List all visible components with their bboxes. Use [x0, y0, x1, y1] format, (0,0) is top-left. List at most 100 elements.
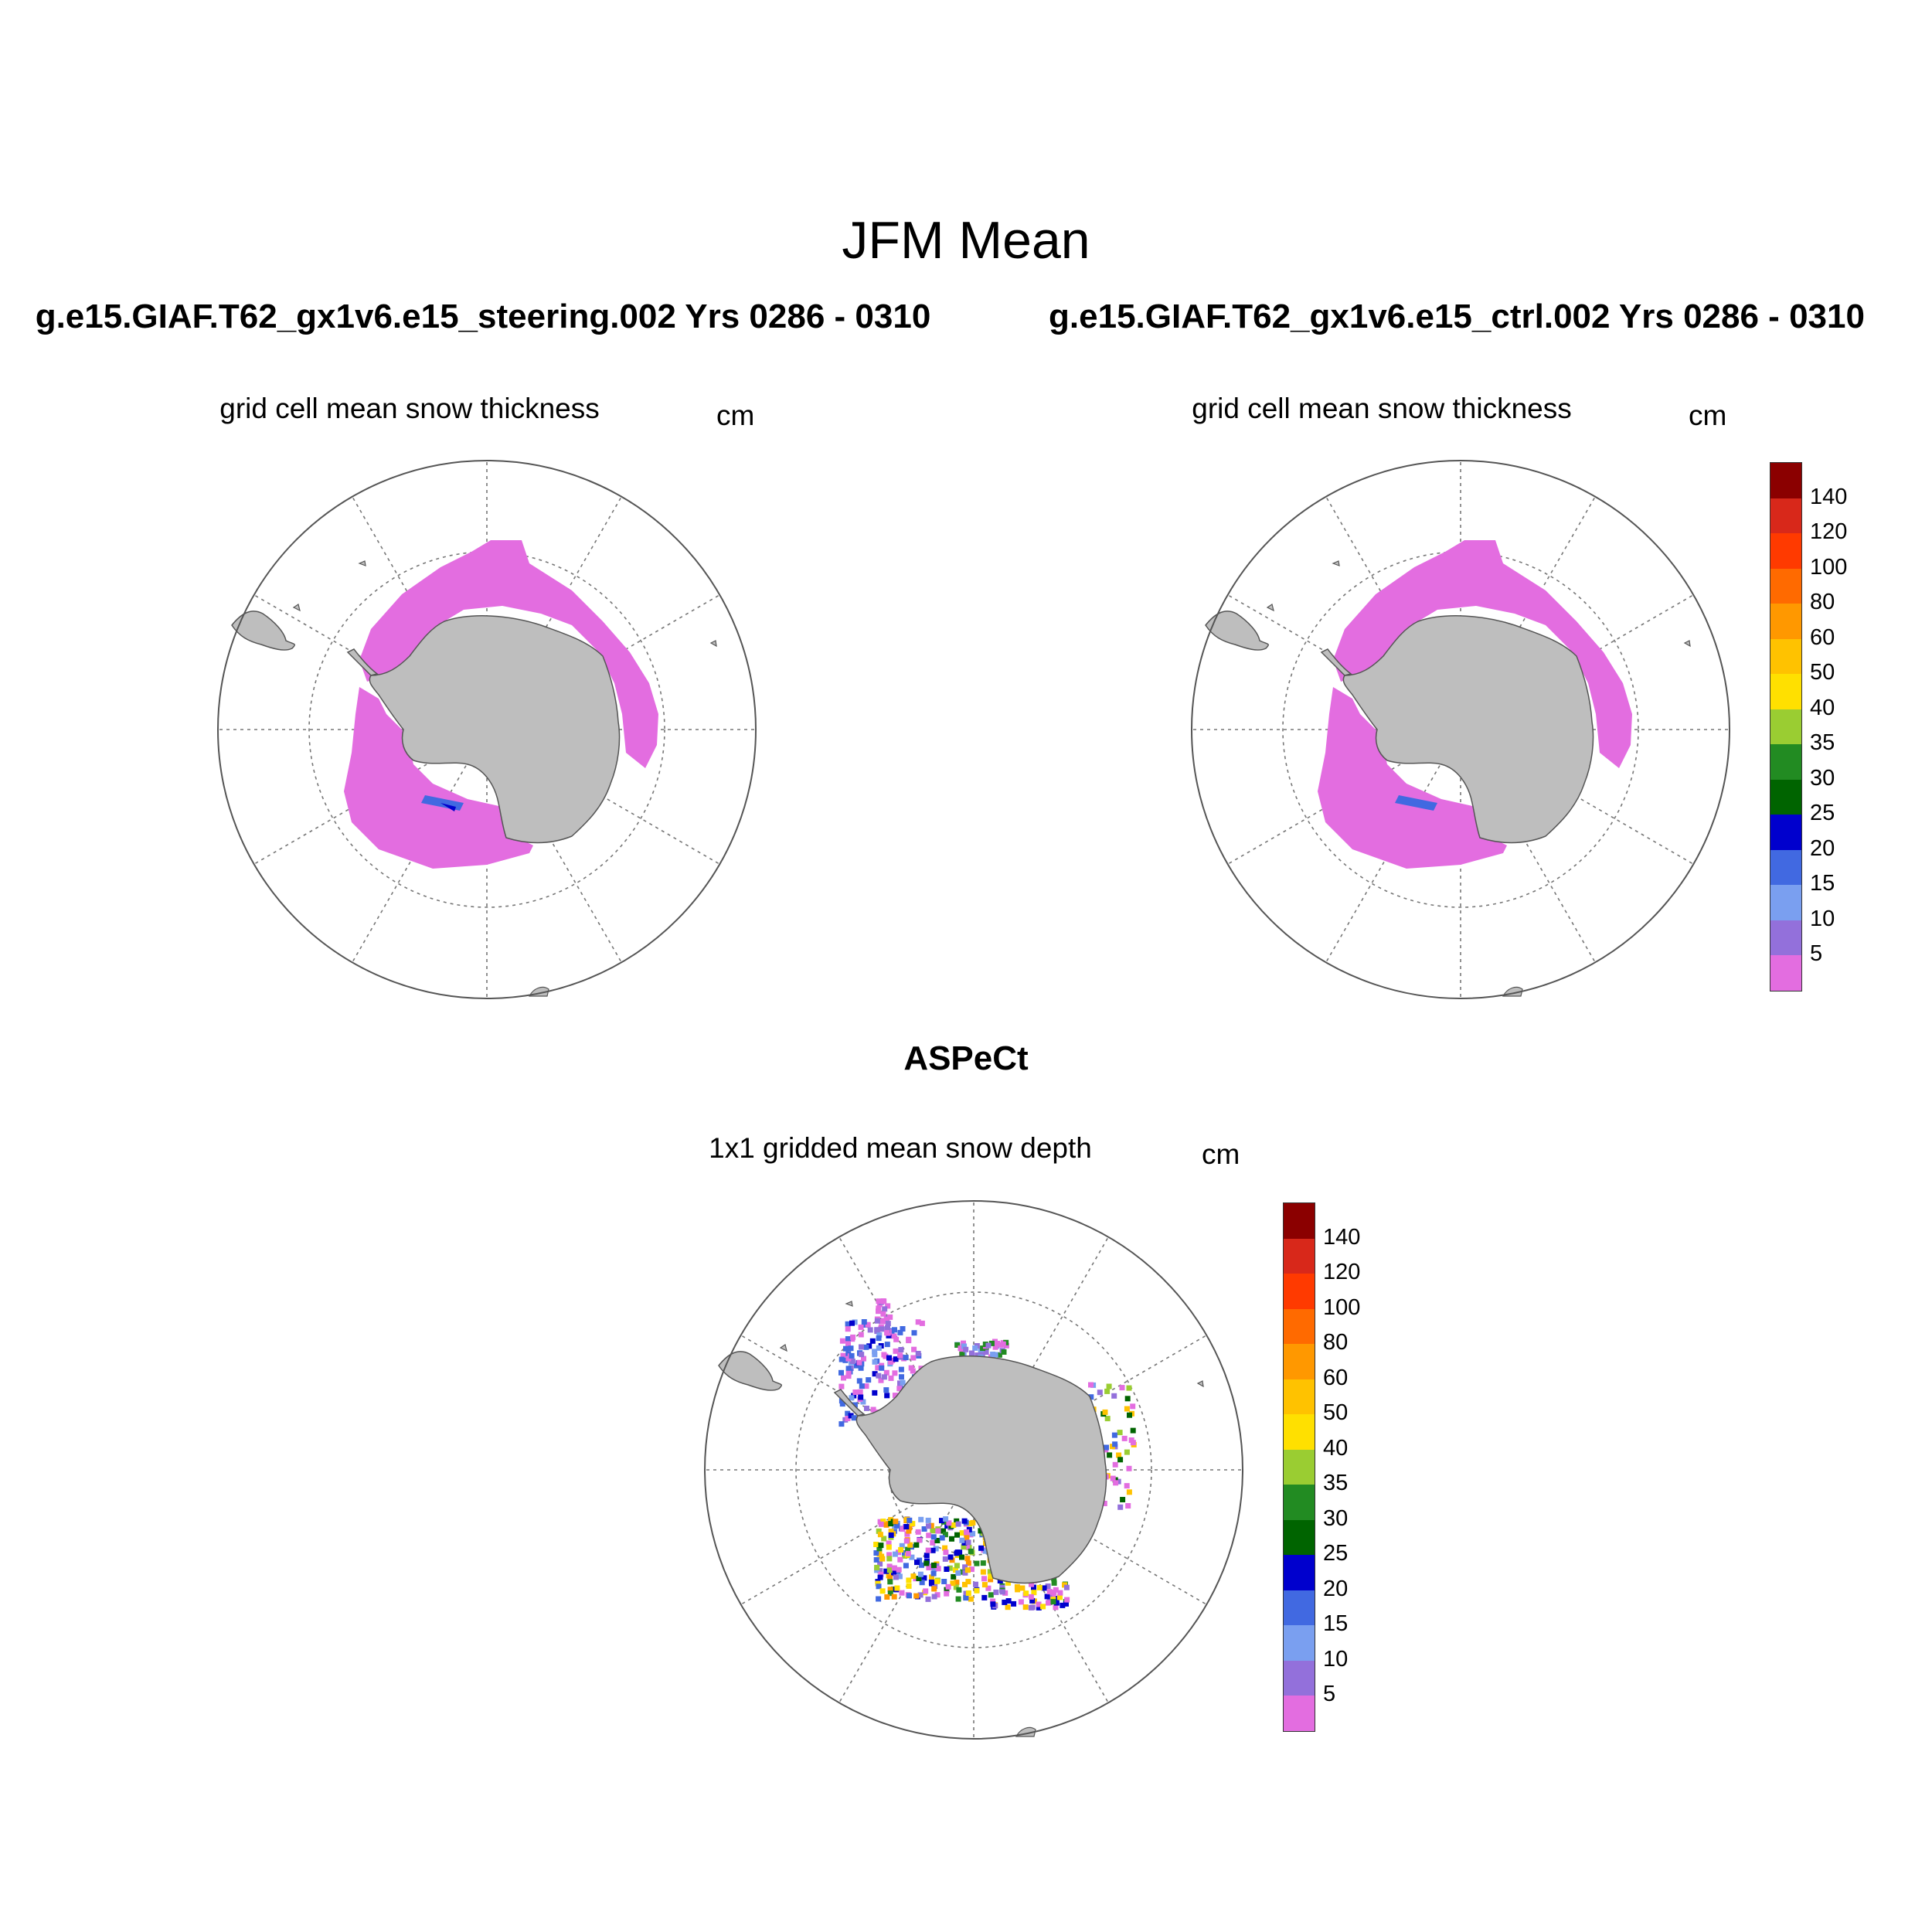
- obs-cell: [918, 1572, 923, 1577]
- obs-cell: [964, 1529, 969, 1535]
- obs-cell: [893, 1574, 899, 1580]
- obs-cell: [1122, 1436, 1128, 1441]
- colorbar-segment: [1770, 780, 1801, 815]
- obs-cell: [1127, 1489, 1132, 1495]
- colorbar-segment: [1284, 1344, 1315, 1379]
- obs-cell: [849, 1321, 855, 1326]
- obs-cell: [876, 1298, 882, 1304]
- obs-cell: [1117, 1457, 1123, 1462]
- obs-cell: [990, 1352, 995, 1357]
- obs-cell: [1005, 1604, 1011, 1610]
- obs-cell: [917, 1538, 922, 1543]
- antarctica-land-steering: [232, 561, 716, 996]
- obs-cell: [931, 1587, 937, 1592]
- obs-cell: [943, 1556, 948, 1562]
- obs-cell: [1064, 1597, 1070, 1603]
- panel-subtitle-ctrl: grid cell mean snow thickness: [1150, 393, 1614, 425]
- obs-cell: [1105, 1416, 1111, 1421]
- colorbar-segment: [1770, 569, 1801, 604]
- obs-cell: [852, 1389, 858, 1395]
- obs-cell: [872, 1390, 877, 1396]
- obs-cell: [880, 1588, 886, 1594]
- colorbar-segment: [1284, 1661, 1315, 1696]
- colorbar-segment: [1770, 850, 1801, 886]
- obs-cell: [1112, 1433, 1117, 1438]
- colorbar-segment: [1284, 1625, 1315, 1661]
- obs-cell: [887, 1579, 893, 1584]
- obs-cell: [964, 1556, 970, 1561]
- obs-cell: [838, 1421, 844, 1427]
- obs-cell: [919, 1563, 924, 1568]
- colorbar-segment: [1770, 885, 1801, 920]
- obs-cell: [893, 1337, 899, 1342]
- obs-cell: [1124, 1406, 1130, 1412]
- obs-cell: [951, 1574, 956, 1580]
- obs-cell: [1131, 1428, 1136, 1434]
- colorbar-label: 60: [1810, 625, 1835, 651]
- obs-cell: [1045, 1594, 1050, 1599]
- obs-cell: [900, 1380, 906, 1386]
- obs-cell: [904, 1539, 910, 1544]
- obs-cell: [896, 1567, 902, 1573]
- obs-cell: [859, 1325, 864, 1330]
- obs-cell: [968, 1597, 974, 1602]
- obs-cell: [889, 1376, 894, 1381]
- obs-cell: [879, 1556, 885, 1562]
- obs-cell: [944, 1591, 949, 1597]
- obs-cell: [963, 1347, 968, 1352]
- obs-cell: [966, 1590, 971, 1596]
- obs-cell: [846, 1366, 852, 1371]
- obs-cell: [956, 1597, 961, 1602]
- obs-cell: [982, 1582, 988, 1587]
- obs-cell: [899, 1374, 904, 1379]
- obs-cell: [1046, 1600, 1051, 1606]
- obs-cell: [849, 1345, 854, 1351]
- colorbar-segment: [1770, 709, 1801, 745]
- panel-subtitle-steering: grid cell mean snow thickness: [178, 393, 641, 425]
- obs-cell: [1019, 1586, 1025, 1591]
- obs-cell: [876, 1583, 882, 1589]
- obs-cell: [986, 1343, 992, 1349]
- colorbar-model: [1770, 462, 1802, 992]
- obs-cell: [879, 1326, 885, 1332]
- colorbar-label: 140: [1323, 1225, 1360, 1250]
- colorbar-segment: [1770, 639, 1801, 675]
- obs-cell: [878, 1543, 883, 1548]
- colorbar-label: 80: [1323, 1330, 1348, 1355]
- obs-cell: [878, 1575, 883, 1580]
- obs-cell: [898, 1347, 903, 1352]
- obs-cell: [912, 1330, 917, 1335]
- obs-cell: [858, 1395, 863, 1400]
- obs-cell: [1113, 1462, 1118, 1468]
- map-ctrl: [1190, 459, 1731, 1000]
- obs-cell: [990, 1601, 995, 1607]
- obs-cell: [926, 1532, 931, 1538]
- antarctica-land-obs: [719, 1301, 1203, 1736]
- obs-cell: [978, 1546, 984, 1551]
- obs-cell: [981, 1595, 987, 1600]
- obs-cell: [1113, 1480, 1118, 1485]
- obs-cell: [916, 1319, 921, 1325]
- obs-cell: [988, 1592, 994, 1597]
- obs-cell: [962, 1519, 968, 1524]
- obs-cell: [914, 1560, 920, 1565]
- obs-cell: [1019, 1599, 1024, 1604]
- obs-cell: [970, 1520, 975, 1526]
- obs-cell: [943, 1516, 948, 1522]
- obs-cell: [892, 1370, 897, 1376]
- colorbar-label: 5: [1810, 941, 1822, 967]
- obs-cell: [1104, 1389, 1110, 1394]
- obs-cell: [934, 1579, 940, 1584]
- obs-cell: [887, 1567, 893, 1573]
- obs-cell: [926, 1523, 931, 1529]
- obs-cell: [845, 1326, 851, 1332]
- obs-cell: [972, 1345, 978, 1351]
- obs-cell: [1120, 1497, 1125, 1502]
- colorbar-segment: [1770, 744, 1801, 780]
- panel-unit-ctrl: cm: [1689, 400, 1726, 432]
- obs-cell: [948, 1554, 954, 1560]
- colorbar-label: 15: [1810, 871, 1835, 896]
- obs-cell: [1120, 1385, 1125, 1390]
- obs-cell: [959, 1555, 964, 1560]
- obs-cell: [913, 1594, 919, 1599]
